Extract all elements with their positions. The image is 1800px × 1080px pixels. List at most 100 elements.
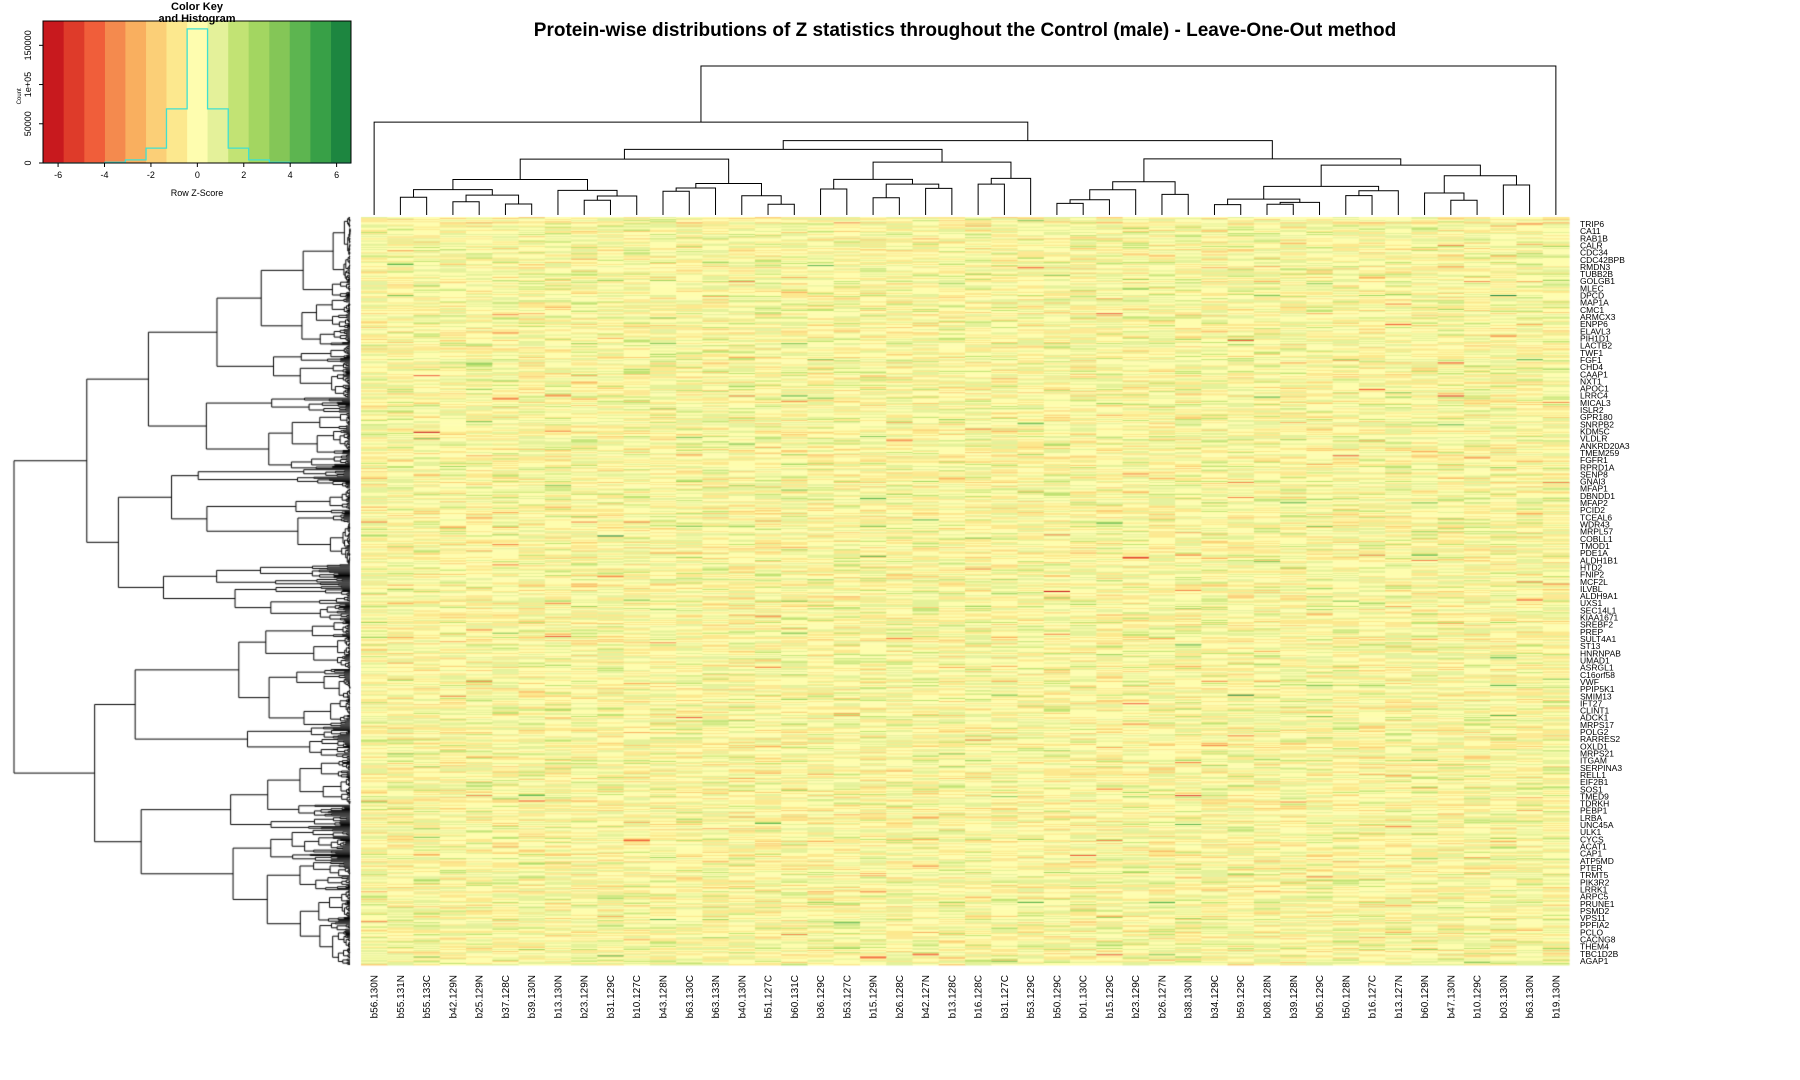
row-label: SULT4A1: [1580, 634, 1616, 644]
row-label: RAB1B: [1580, 233, 1608, 243]
row-label: SENP8: [1580, 469, 1608, 479]
row-label: ATP5MD: [1580, 856, 1614, 866]
row-labels: TRIP6CA11RAB1BCALRCDC34CDC42BPBRMDN3TUBB…: [1580, 219, 1630, 966]
row-label: ARPC5: [1580, 892, 1609, 902]
row-label: TWF1: [1580, 348, 1603, 358]
row-label: CDC42BPB: [1580, 255, 1625, 265]
color-key-title: Color Key: [171, 1, 224, 13]
column-label: b31.127C: [1000, 975, 1011, 1018]
row-label: MRPL57: [1580, 527, 1613, 537]
x-tick-label: -2: [147, 170, 155, 180]
column-label: b10.129C: [1473, 975, 1484, 1018]
color-key-swatch: [187, 21, 209, 163]
row-label: HTD2: [1580, 562, 1602, 572]
row-label: RELL1: [1580, 770, 1606, 780]
row-label: ULK1: [1580, 827, 1602, 837]
row-label: ST13: [1580, 641, 1601, 651]
row-label: KDM5C: [1580, 427, 1610, 437]
row-label: TMOD1: [1580, 541, 1610, 551]
row-label: ALDH1B1: [1580, 555, 1618, 565]
row-label: TRIP6: [1580, 219, 1604, 229]
color-key-swatch: [125, 21, 147, 163]
x-tick-label: 6: [334, 170, 339, 180]
column-label: b37.128C: [501, 975, 512, 1018]
dendrogram-branch: [1424, 192, 1465, 215]
row-label: ENPP6: [1580, 319, 1608, 329]
color-key-swatch: [228, 21, 250, 163]
column-label: b16.128C: [974, 975, 985, 1018]
row-label: MICAL3: [1580, 398, 1611, 408]
dendrogram-branch: [1227, 198, 1301, 205]
row-label: C16orf58: [1580, 670, 1615, 680]
row-label: PCID2: [1580, 505, 1605, 515]
column-label: b53.127C: [842, 975, 853, 1018]
row-label: EIF2B1: [1580, 777, 1609, 787]
dendrogram-branch: [767, 203, 795, 215]
row-label: CALR: [1580, 240, 1603, 250]
row-label: APOC1: [1580, 384, 1609, 394]
color-key-swatch: [43, 21, 65, 163]
row-label: PPIP5K1: [1580, 684, 1615, 694]
column-labels: b56.130N b55.131N b55.133C b42.129N b25.129N…: [370, 975, 1563, 1018]
row-label: ILVBL: [1580, 584, 1603, 594]
dendrogram-branch: [1450, 199, 1478, 215]
row-label: SREBF2: [1580, 620, 1613, 630]
row-label: PEBP1: [1580, 806, 1608, 816]
dendrogram-branch: [675, 187, 717, 215]
row-label: PIH1D1: [1580, 333, 1610, 343]
dendrogram-branch: [1056, 202, 1084, 215]
row-label: MRPS17: [1580, 720, 1614, 730]
x-tick-label: -6: [54, 170, 62, 180]
row-label: TCEAL6: [1580, 512, 1612, 522]
row-label: MRPS21: [1580, 748, 1614, 758]
histogram-line: [43, 28, 351, 164]
x-axis-label: Row Z-Score: [171, 188, 224, 198]
x-tick-label: -4: [100, 170, 108, 180]
row-label: KIAA1671: [1580, 613, 1619, 623]
row-label: PCLO: [1580, 927, 1604, 937]
row-label: HNRNPAB: [1580, 648, 1621, 658]
column-label: b43.128N: [659, 975, 670, 1018]
dendrogram-branch: [1502, 184, 1531, 215]
color-key-swatch: [104, 21, 126, 163]
row-label: MFAP1: [1580, 484, 1608, 494]
dendrogram-branch: [596, 195, 638, 215]
row-label: CHD4: [1580, 362, 1603, 372]
color-key-swatch: [63, 21, 85, 163]
column-label: b63.130N: [1525, 975, 1536, 1018]
column-label: b26.128C: [895, 975, 906, 1018]
column-label: b42.127N: [921, 975, 932, 1018]
row-label: CAAP1: [1580, 369, 1608, 379]
column-label: b08.128N: [1263, 975, 1274, 1018]
color-key-swatch: [269, 21, 291, 163]
column-label: b31.129C: [606, 975, 617, 1018]
dendrogram-branch: [872, 197, 900, 215]
row-label: ASRGL1: [1580, 663, 1614, 673]
column-label: b50.129C: [1052, 975, 1063, 1018]
dendrogram-branch: [623, 148, 943, 163]
row-label: FNIP2: [1580, 570, 1604, 580]
row-label: ACAT1: [1580, 842, 1607, 852]
row-label: LRRC4: [1580, 391, 1608, 401]
color-key-swatch: [331, 21, 352, 163]
row-label: FGFR1: [1580, 455, 1608, 465]
row-label: CDC34: [1580, 248, 1608, 258]
row-label: TUBB2B: [1580, 269, 1613, 279]
row-label: GPR180: [1580, 412, 1613, 422]
dendrogram-branch: [1279, 201, 1321, 215]
dendrogram-branch: [1161, 193, 1189, 215]
row-label: PPFIA2: [1580, 920, 1610, 930]
dendrogram-branch: [1112, 181, 1176, 195]
dendrogram-branch: [820, 188, 848, 215]
x-tick-label: 2: [241, 170, 246, 180]
row-label: ALDH9A1: [1580, 591, 1618, 601]
color-key-swatch: [166, 21, 188, 163]
column-label: b13.130N: [553, 975, 564, 1018]
row-label: LRRK1: [1580, 884, 1608, 894]
dendrogram-branch: [1213, 204, 1242, 215]
dendrogram-branch: [399, 196, 428, 215]
row-label: VLDLR: [1580, 434, 1607, 444]
row-label: SNRPB2: [1580, 419, 1614, 429]
row-label: SEC14L1: [1580, 605, 1617, 615]
